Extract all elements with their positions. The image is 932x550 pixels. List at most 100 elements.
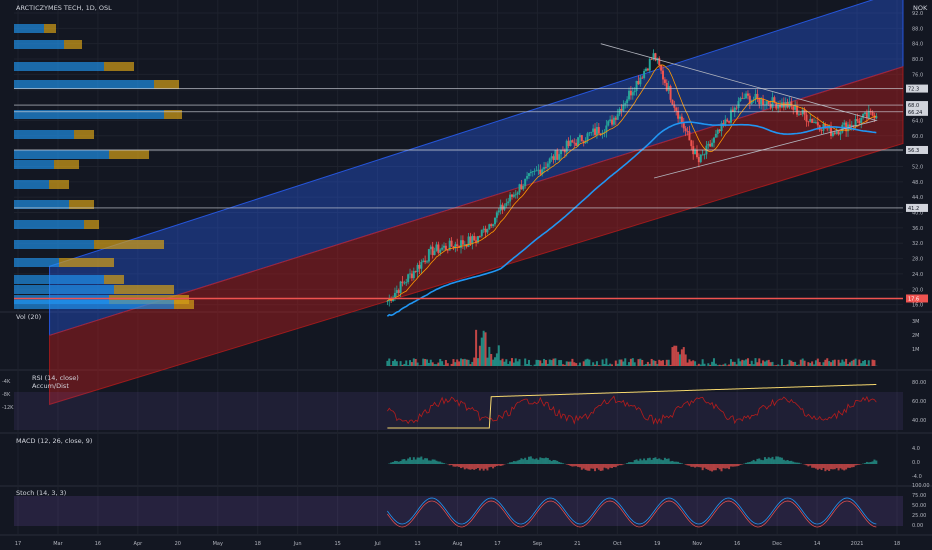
candle-body <box>416 264 419 273</box>
candle-body <box>386 300 389 302</box>
volume-bar <box>512 362 515 366</box>
macd-hist-bar <box>654 457 657 464</box>
volume-bar <box>826 358 829 366</box>
volume-profile-bar <box>14 200 69 209</box>
volume-bar <box>422 358 425 366</box>
candle-body <box>626 99 629 104</box>
volume-bar <box>669 364 672 366</box>
macd-hist-bar <box>643 458 646 464</box>
volume-bar <box>399 361 402 366</box>
candle-body <box>461 240 464 245</box>
volume-bar <box>801 358 804 366</box>
candle-body <box>546 163 549 168</box>
candle-body <box>703 154 706 156</box>
macd-hist-bar <box>609 464 612 468</box>
volume-bar <box>431 362 434 366</box>
volume-bar <box>509 361 512 366</box>
candle-body <box>735 107 738 109</box>
y-tick-label: 84.0 <box>912 42 923 48</box>
volume-bar <box>524 358 527 366</box>
accum-dist-line <box>387 383 877 429</box>
volume-bar <box>571 358 574 366</box>
macd-hist-bar <box>811 464 814 468</box>
candle-body <box>611 119 614 125</box>
volume-bar <box>784 365 787 366</box>
volume-bar <box>769 362 772 366</box>
price-level-tag <box>906 84 928 93</box>
macd-hist-bar <box>820 464 823 471</box>
y-tick-label: 36.0 <box>912 226 923 232</box>
macd-hist-bar <box>475 464 478 469</box>
volume-bar <box>837 359 840 366</box>
volume-bar <box>592 362 595 366</box>
candle-body <box>529 172 532 174</box>
macd-hist-bar <box>671 460 674 464</box>
volume-bar <box>427 362 430 366</box>
candle-body <box>794 105 797 110</box>
macd-hist-bar <box>675 461 678 464</box>
macd-hist-bar <box>724 464 727 469</box>
volume-bar <box>854 358 857 366</box>
volume-bar <box>756 362 759 366</box>
macd-hist-bar <box>461 464 464 468</box>
volume-bar <box>716 365 719 366</box>
volume-bar <box>839 362 842 366</box>
macd-hist-bar <box>397 461 400 464</box>
volume-bar <box>460 358 463 366</box>
volume-profile-bar <box>14 24 44 33</box>
candle-body <box>677 110 680 119</box>
candle-body <box>726 119 729 122</box>
price-level-tag <box>906 145 928 154</box>
volume-bar <box>461 359 464 366</box>
candle-body <box>839 132 842 135</box>
volume-profile-bar <box>64 40 82 49</box>
volume-bar <box>624 358 627 366</box>
macd-hist-bar <box>526 459 529 464</box>
volume-bar <box>441 361 444 366</box>
candle-body <box>612 117 615 125</box>
macd-hist-bar <box>788 461 791 464</box>
candle-body <box>437 244 440 253</box>
macd-hist-bar <box>694 464 697 468</box>
volume-bar <box>864 360 867 366</box>
volume-bar <box>733 361 736 366</box>
macd-hist-bar <box>401 459 404 464</box>
volume-profile-bar <box>174 300 194 309</box>
volume-profile-bar <box>14 160 54 169</box>
candle-body <box>609 119 612 122</box>
candle-body <box>569 140 572 147</box>
volume-bar <box>586 358 589 366</box>
y-tick-label: 48.0 <box>912 180 923 186</box>
macd-hist-bar <box>454 464 457 467</box>
macd-hist-bar <box>612 464 615 468</box>
candle-body <box>607 121 610 126</box>
macd-hist-bar <box>637 460 640 464</box>
volume-bar <box>677 351 680 366</box>
macd-hist-bar <box>797 462 800 464</box>
volume-profile-bar <box>14 258 59 267</box>
accum-tick: -8K <box>2 392 11 398</box>
candle-body <box>431 246 434 256</box>
volume-bar <box>533 364 536 366</box>
volume-bar <box>599 365 602 366</box>
macd-hist-bar <box>518 459 521 464</box>
macd-hist-bar <box>631 462 634 464</box>
macd-hist-bar <box>646 458 649 464</box>
volume-bar <box>446 363 449 366</box>
macd-hist-bar <box>790 460 793 464</box>
macd-hist-bar <box>595 464 598 469</box>
macd-hist-bar <box>580 464 583 470</box>
macd-hist-bar <box>577 464 580 467</box>
stoch-tick: 0.00 <box>912 523 923 529</box>
macd-hist-bar <box>552 459 555 464</box>
macd-hist-bar <box>465 464 468 469</box>
macd-hist-bar <box>392 461 395 464</box>
macd-hist-bar <box>756 458 759 464</box>
macd-hist-bar <box>686 464 689 466</box>
volume-bar <box>654 360 657 366</box>
candle-body <box>514 194 517 196</box>
rsi-band <box>14 392 903 430</box>
grid-lines <box>0 0 932 536</box>
price-pane[interactable] <box>14 0 904 406</box>
